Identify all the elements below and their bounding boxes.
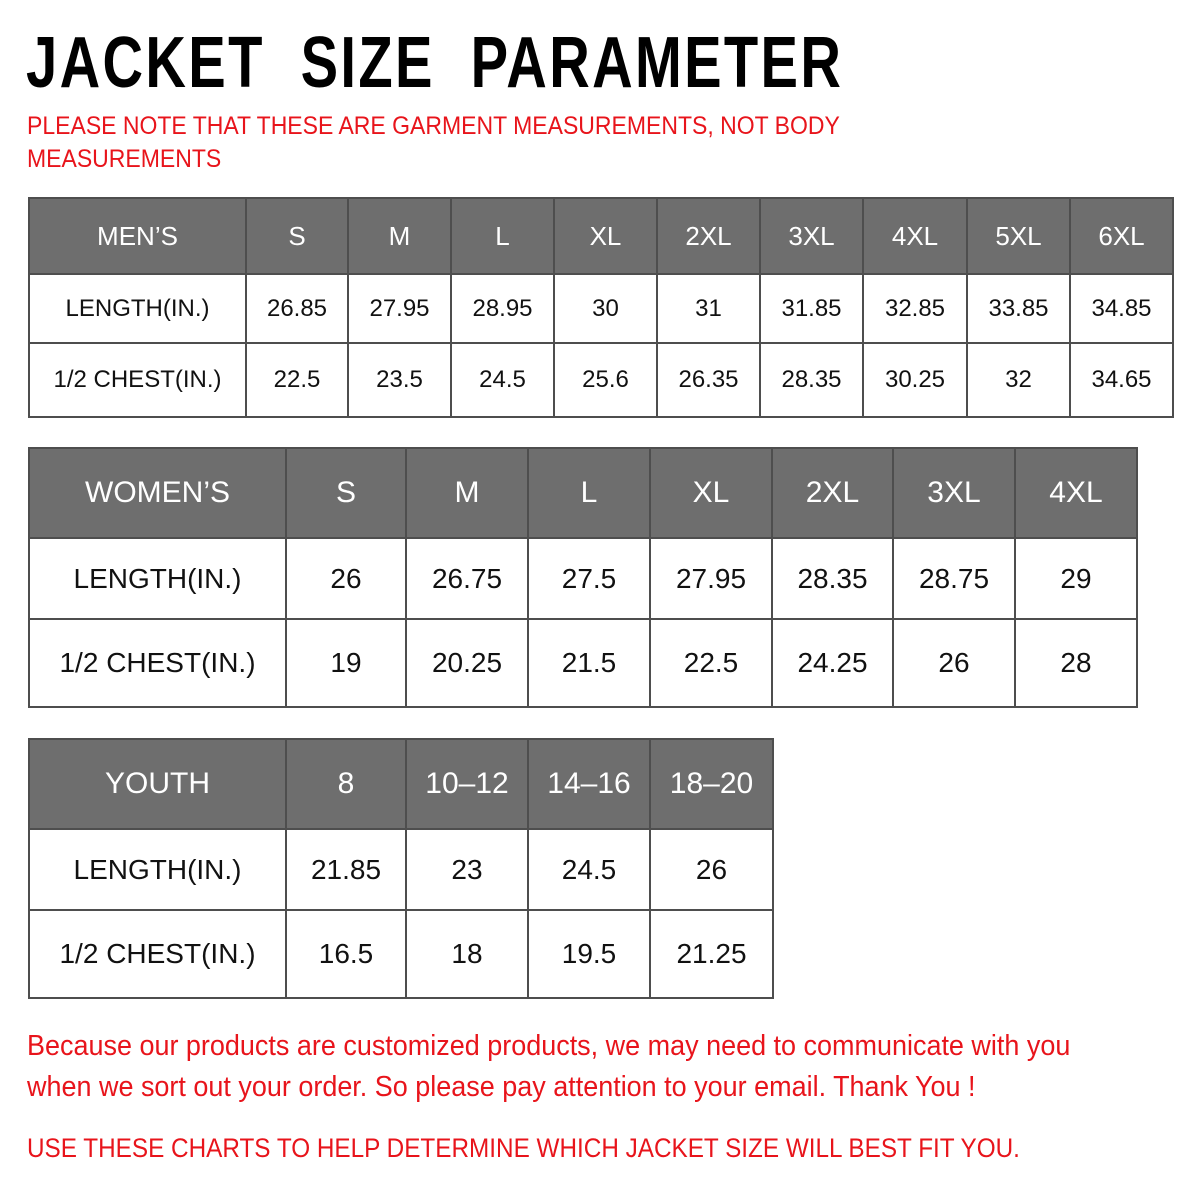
measurement-cell: 27.5 <box>527 537 651 620</box>
measurement-cell: 26.75 <box>405 537 529 620</box>
size-header: 4XL <box>862 197 968 275</box>
category-header: YOUTH <box>28 738 287 830</box>
measurement-cell: 22.5 <box>649 618 773 708</box>
table-row: 1/2 CHEST(IN.) 22.5 23.5 24.5 25.6 26.35 28.35… <box>28 342 1174 418</box>
size-header: 3XL <box>759 197 864 275</box>
measurement-cell: 34.85 <box>1069 273 1174 344</box>
youth-header-row: YOUTH 8 10–12 14–16 18–20 <box>28 738 774 830</box>
measurement-cell: 24.5 <box>450 342 555 418</box>
row-label: 1/2 CHEST(IN.) <box>28 909 287 999</box>
measurement-cell: 26 <box>649 828 774 911</box>
measurement-cell: 34.65 <box>1069 342 1174 418</box>
measurement-cell: 18 <box>405 909 529 999</box>
womens-header-row: WOMEN’S S M L XL 2XL 3XL 4XL <box>28 447 1138 539</box>
row-label: 1/2 CHEST(IN.) <box>28 618 287 708</box>
size-header: 2XL <box>656 197 761 275</box>
youth-size-table: YOUTH 8 10–12 14–16 18–20 LENGTH(IN.) 21.85 23 2… <box>28 738 774 999</box>
size-header: 5XL <box>966 197 1071 275</box>
measurement-cell: 23.5 <box>347 342 452 418</box>
page-title: JACKET SIZE PARAMETER <box>26 23 844 103</box>
size-header: M <box>405 447 529 539</box>
measurement-cell: 27.95 <box>649 537 773 620</box>
measurement-cell: 32 <box>966 342 1071 418</box>
size-header: 6XL <box>1069 197 1174 275</box>
measurement-cell: 28.35 <box>771 537 894 620</box>
measurement-cell: 26 <box>892 618 1016 708</box>
measurement-cell: 26.85 <box>245 273 349 344</box>
measurement-cell: 27.95 <box>347 273 452 344</box>
measurement-cell: 25.6 <box>553 342 658 418</box>
measurement-cell: 22.5 <box>245 342 349 418</box>
footer-line-3: USE THESE CHARTS TO HELP DETERMINE WHICH… <box>27 1133 1020 1163</box>
table-row: 1/2 CHEST(IN.) 16.5 18 19.5 21.25 <box>28 909 774 999</box>
measurement-cell: 31.85 <box>759 273 864 344</box>
measurement-cell: 28.95 <box>450 273 555 344</box>
size-header: XL <box>553 197 658 275</box>
row-label: LENGTH(IN.) <box>28 537 287 620</box>
row-label: LENGTH(IN.) <box>28 273 247 344</box>
measurement-cell: 24.5 <box>527 828 651 911</box>
table-row: LENGTH(IN.) 21.85 23 24.5 26 <box>28 828 774 911</box>
measurement-cell: 30 <box>553 273 658 344</box>
table-row: LENGTH(IN.) 26 26.75 27.5 27.95 28.35 28.75 29 <box>28 537 1138 620</box>
category-header: MEN’S <box>28 197 247 275</box>
table-row: LENGTH(IN.) 26.85 27.95 28.95 30 31 31.85 32.85… <box>28 273 1174 344</box>
note-line-1: PLEASE NOTE THAT THESE ARE GARMENT MEASU… <box>27 112 840 140</box>
measurement-cell: 32.85 <box>862 273 968 344</box>
measurement-cell: 29 <box>1014 537 1138 620</box>
size-header: 10–12 <box>405 738 529 830</box>
size-header: 18–20 <box>649 738 774 830</box>
measurement-cell: 19.5 <box>527 909 651 999</box>
measurement-cell: 21.85 <box>285 828 407 911</box>
measurement-cell: 16.5 <box>285 909 407 999</box>
size-header: 4XL <box>1014 447 1138 539</box>
note-line-2: MEASUREMENTS <box>27 145 222 173</box>
womens-size-table: WOMEN’S S M L XL 2XL 3XL 4XL LENGTH(IN.) 26 26.75 2… <box>28 447 1138 708</box>
measurement-cell: 20.25 <box>405 618 529 708</box>
mens-size-table: MEN’S S M L XL 2XL 3XL 4XL 5XL 6XL LENGTH(IN.) 26.8… <box>28 197 1174 418</box>
measurement-cell: 26.35 <box>656 342 761 418</box>
size-header: S <box>285 447 407 539</box>
measurement-cell: 19 <box>285 618 407 708</box>
row-label: LENGTH(IN.) <box>28 828 287 911</box>
size-header: 14–16 <box>527 738 651 830</box>
size-header: M <box>347 197 452 275</box>
measurement-cell: 30.25 <box>862 342 968 418</box>
measurement-cell: 26 <box>285 537 407 620</box>
mens-header-row: MEN’S S M L XL 2XL 3XL 4XL 5XL 6XL <box>28 197 1174 275</box>
measurement-cell: 21.25 <box>649 909 774 999</box>
size-header: L <box>450 197 555 275</box>
measurement-cell: 33.85 <box>966 273 1071 344</box>
measurement-cell: 28.75 <box>892 537 1016 620</box>
size-header: L <box>527 447 651 539</box>
table-row: 1/2 CHEST(IN.) 19 20.25 21.5 22.5 24.25 26 28 <box>28 618 1138 708</box>
measurement-cell: 21.5 <box>527 618 651 708</box>
size-header: 2XL <box>771 447 894 539</box>
size-header: 3XL <box>892 447 1016 539</box>
size-header: 8 <box>285 738 407 830</box>
measurement-cell: 28.35 <box>759 342 864 418</box>
footer-line-2: when we sort out your order. So please p… <box>27 1071 976 1103</box>
row-label: 1/2 CHEST(IN.) <box>28 342 247 418</box>
measurement-cell: 24.25 <box>771 618 894 708</box>
footer-line-1: Because our products are customized prod… <box>27 1030 1071 1062</box>
size-header: XL <box>649 447 773 539</box>
measurement-cell: 31 <box>656 273 761 344</box>
measurement-cell: 23 <box>405 828 529 911</box>
measurement-cell: 28 <box>1014 618 1138 708</box>
size-header: S <box>245 197 349 275</box>
category-header: WOMEN’S <box>28 447 287 539</box>
